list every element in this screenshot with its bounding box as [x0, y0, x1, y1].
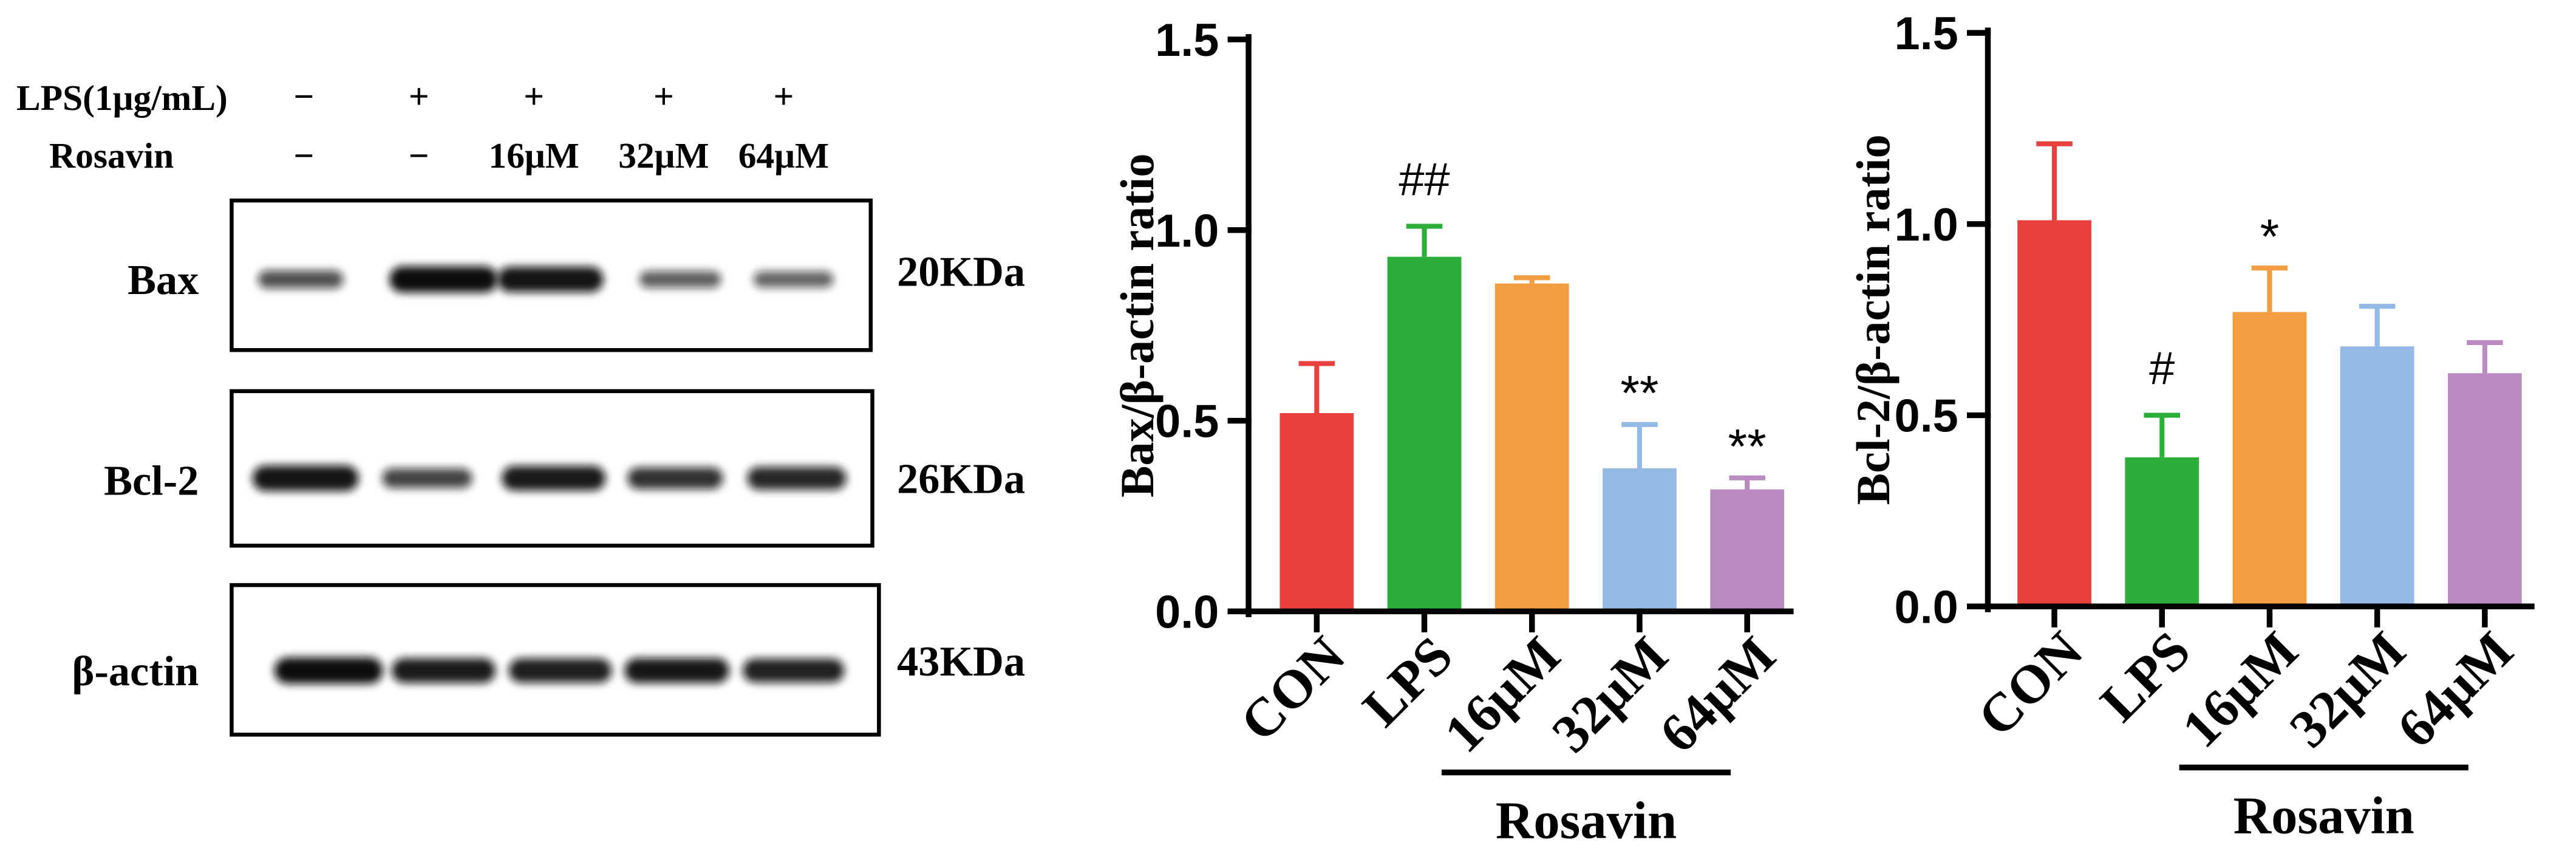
y-axis-label: Bax/β-actin ratio [1111, 153, 1164, 497]
lane-4-lps-condition: + [653, 77, 674, 117]
bar-con [1279, 413, 1354, 612]
y-tick-label-2: 1.0 [1894, 199, 1958, 251]
y-axis-label: Bcl-2/β-actin ratio [1847, 134, 1900, 505]
bar-16um [1494, 283, 1569, 612]
beta-actin-band-lane-1 [274, 657, 383, 684]
bar-con [2017, 220, 2091, 607]
beta-actin-band-lane-4 [624, 658, 729, 683]
lane-3-lps-condition: + [523, 77, 544, 117]
x-tick-label-32um: 32μM [2278, 620, 2417, 759]
y-tick-label-1: 0.5 [1894, 391, 1958, 442]
bcl-2-band-lane-4 [627, 467, 723, 490]
blot-row-bax: Bax 20KDa [128, 198, 1025, 352]
beta-actin-band-lane-2 [391, 658, 496, 683]
lane-1-rosavin-condition: − [294, 135, 315, 176]
beta-actin-molecular-weight-label: 43KDa [897, 638, 1025, 685]
bax-band-lane-4 [639, 271, 721, 288]
lane-condition-headers: − − + − +16μM +32μM +64μM [294, 77, 830, 176]
western-blot-panel: LPS(1μg/mL) Rosavin −−+−+16μM+32μM+64μM … [16, 77, 1025, 737]
lane-4-rosavin-condition: 32μM [618, 135, 709, 176]
x-tick-label-64um: 64μM [1648, 625, 1787, 764]
lane-5-rosavin-condition: 64μM [738, 135, 829, 176]
blot-rows: Bax 20KDa Bcl-2 26KDa β-actin 43KDa [72, 198, 1025, 737]
significance-mark-16um: * [2260, 210, 2280, 264]
y-tick-label-0: 0.0 [1155, 586, 1219, 638]
x-tick-label-16um: 16μM [1433, 625, 1572, 764]
blot-row-bcl-2: Bcl-2 26KDa [104, 389, 1025, 548]
significance-mark-lps: # [2149, 343, 2175, 394]
lps-treatment-label: LPS(1μg/mL) [16, 78, 228, 118]
bax-protein-label: Bax [128, 256, 199, 304]
y-tick-label-3: 1.5 [1155, 15, 1219, 66]
bax-ratio-chart: 0.00.51.01.5CONLPS16μM32μM64μM##****Bax/… [1111, 15, 1794, 850]
bar-lps [2125, 457, 2199, 607]
bar-32um [2340, 346, 2414, 607]
significance-mark-32um: ** [1620, 366, 1658, 420]
bar-lps [1387, 256, 1462, 612]
x-tick-label-16um: 16μM [2171, 620, 2309, 759]
lane-2-lps-condition: + [409, 77, 429, 117]
x-tick-label-64um: 64μM [2386, 620, 2524, 759]
significance-mark-lps: ## [1399, 154, 1450, 205]
bcl-2-band-lane-2 [382, 468, 472, 488]
beta-actin-band-lane-3 [508, 658, 612, 683]
x-tick-label-con: CON [1966, 620, 2094, 748]
bar-16um [2232, 312, 2307, 607]
x-tick-label-32um: 32μM [1541, 625, 1679, 764]
y-tick-label-0: 0.0 [1894, 581, 1958, 633]
bax-molecular-weight-label: 20KDa [897, 248, 1025, 296]
bcl-2-band-lane-1 [252, 465, 359, 491]
lane-1-lps-condition: − [294, 77, 315, 117]
bcl2-ratio-chart: 0.00.51.01.5CONLPS16μM32μM64μM#*Bcl-2/β-… [1847, 8, 2535, 845]
bar-64um [2447, 373, 2522, 607]
bcl-2-band-lane-5 [747, 467, 847, 490]
bax-band-lane-2 [389, 266, 498, 293]
bax-band-lane-5 [753, 271, 834, 288]
bax-band-lane-3 [497, 266, 604, 292]
bar-64um [1710, 489, 1785, 612]
bcl-2-molecular-weight-label: 26KDa [897, 456, 1025, 503]
beta-actin-band-lane-5 [743, 659, 845, 683]
rosavin-group-label: Rosavin [1496, 792, 1677, 850]
rosavin-group-label: Rosavin [2234, 787, 2414, 845]
rosavin-treatment-label: Rosavin [49, 135, 174, 176]
blot-row-beta-actin: β-actin 43KDa [72, 583, 1025, 737]
y-tick-label-2: 1.0 [1155, 205, 1219, 257]
bax-band-lane-1 [257, 270, 344, 289]
x-tick-label-con: CON [1229, 625, 1357, 753]
beta-actin-protein-label: β-actin [72, 648, 199, 695]
y-tick-label-1: 0.5 [1155, 396, 1219, 448]
y-tick-label-3: 1.5 [1894, 8, 1958, 60]
lane-5-lps-condition: + [774, 77, 794, 117]
lane-3-rosavin-condition: 16μM [489, 135, 579, 176]
lane-2-rosavin-condition: − [409, 135, 429, 176]
bar-32um [1603, 468, 1677, 612]
significance-mark-64um: ** [1728, 419, 1767, 474]
bcl-2-band-lane-3 [502, 465, 606, 491]
bcl-2-protein-label: Bcl-2 [104, 457, 199, 504]
